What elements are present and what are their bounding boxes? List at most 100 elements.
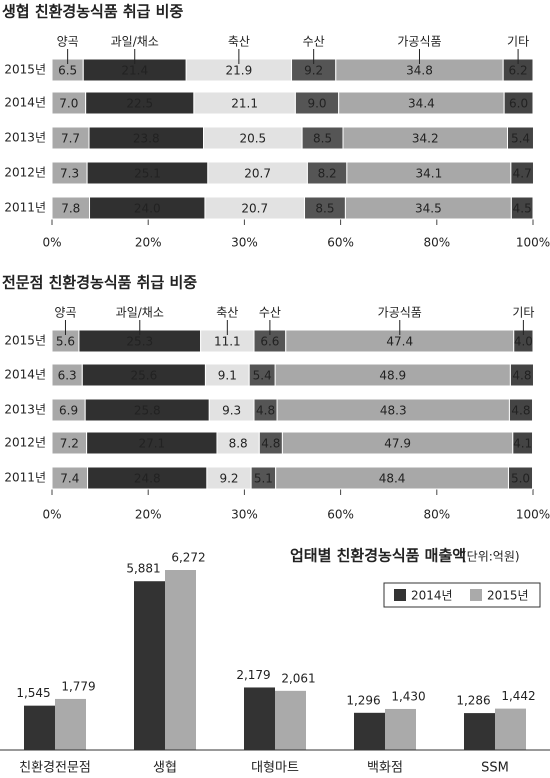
value-label: 20.7 — [241, 202, 268, 216]
value-label: 6.9 — [59, 404, 78, 418]
legend-label: 기타 — [507, 35, 529, 49]
value-label: 6.5 — [58, 64, 77, 78]
value-label: 22.5 — [126, 97, 153, 111]
legend-label: 수산 — [303, 35, 325, 49]
value-label: 1,545 — [16, 686, 50, 700]
y-tick-label: 2011년 — [4, 201, 46, 215]
value-label: 9.1 — [218, 369, 237, 383]
chart-subtitle: (단위:억원) — [462, 550, 520, 564]
x-tick-label: 20% — [135, 508, 162, 522]
x-tick-label: 생협 — [153, 761, 177, 776]
bar — [464, 713, 495, 750]
chart-title: 생협 친환경농식품 취급 비중 — [2, 3, 183, 21]
value-label: 7.4 — [60, 472, 79, 486]
bar-segment — [509, 363, 534, 387]
x-tick-label: 30% — [231, 508, 258, 522]
value-label: 47.9 — [384, 437, 411, 451]
value-label: 4.0 — [514, 335, 533, 349]
legend-label: 2014년 — [411, 589, 453, 603]
value-label: 4.1 — [513, 437, 532, 451]
legend-swatch — [394, 589, 406, 601]
x-tick-label: 대형마트 — [251, 761, 299, 776]
value-label: 5.1 — [254, 472, 273, 486]
value-label: 48.4 — [379, 472, 406, 486]
value-label: 24.8 — [134, 472, 161, 486]
value-label: 6,272 — [171, 551, 205, 565]
value-label: 25.8 — [134, 404, 161, 418]
legend-label: 기타 — [512, 306, 534, 320]
value-label: 20.7 — [244, 167, 271, 181]
x-tick-label: 80% — [423, 508, 450, 522]
value-label: 6.6 — [260, 335, 279, 349]
value-label: 7.7 — [61, 132, 80, 146]
value-label: 25.1 — [134, 167, 161, 181]
y-tick-label: 2015년 — [4, 63, 46, 77]
x-tick-label: 80% — [423, 236, 450, 250]
value-label: 8.8 — [229, 437, 248, 451]
legend-label: 축산 — [228, 35, 250, 49]
x-tick-label: 100% — [516, 508, 550, 522]
value-label: 7.3 — [60, 167, 79, 181]
value-label: 20.5 — [239, 132, 266, 146]
legend-label: 과일/채소 — [116, 306, 164, 320]
value-label: 24.0 — [134, 202, 161, 216]
value-label: 9.0 — [307, 97, 326, 111]
value-label: 7.8 — [61, 202, 80, 216]
bar — [354, 712, 385, 750]
bar-segment — [512, 431, 534, 455]
legend-label: 과일/채소 — [111, 35, 159, 49]
value-label: 7.2 — [60, 437, 79, 451]
bar — [55, 698, 86, 750]
value-label: 11.1 — [214, 335, 241, 349]
x-tick-label: 60% — [327, 236, 354, 250]
chart-title: 전문점 친환경농식품 취급 비중 — [2, 274, 197, 292]
value-label: 25.6 — [131, 369, 158, 383]
x-tick-label: 60% — [327, 508, 354, 522]
value-label: 34.1 — [416, 167, 443, 181]
bar — [165, 570, 196, 750]
value-label: 7.0 — [59, 97, 78, 111]
value-label: 9.2 — [219, 472, 238, 486]
value-label: 34.8 — [406, 64, 433, 78]
x-tick-label: 0% — [42, 508, 61, 522]
value-label: 8.5 — [315, 202, 334, 216]
value-label: 4.8 — [511, 404, 530, 418]
bar — [495, 708, 526, 750]
legend-label: 수산 — [259, 306, 281, 320]
bar-segment — [510, 161, 534, 185]
value-label: 5.0 — [511, 472, 530, 486]
chart-title: 업태별 친환경농식품 매출액 — [290, 547, 466, 565]
value-label: 21.1 — [231, 97, 258, 111]
value-label: 21.4 — [121, 64, 148, 78]
value-label: 2,179 — [236, 668, 270, 682]
value-label: 4.8 — [261, 437, 280, 451]
legend-label: 가공식품 — [397, 35, 441, 49]
legend-swatch — [470, 589, 482, 601]
value-label: 5.4 — [511, 132, 530, 146]
x-tick-label: 0% — [42, 236, 61, 250]
x-tick-label: 100% — [516, 236, 550, 250]
value-label: 4.5 — [513, 202, 532, 216]
value-label: 23.8 — [133, 132, 160, 146]
value-label: 4.8 — [256, 404, 275, 418]
value-label: 47.4 — [386, 335, 413, 349]
y-tick-label: 2012년 — [4, 436, 46, 450]
legend-label: 양곡 — [54, 306, 76, 320]
value-label: 1,779 — [61, 679, 95, 693]
value-label: 1,430 — [391, 689, 425, 703]
legend-label: 축산 — [216, 306, 238, 320]
x-tick-label: SSM — [481, 761, 509, 776]
value-label: 9.3 — [222, 404, 241, 418]
y-tick-label: 2011년 — [4, 471, 46, 485]
bar — [244, 687, 275, 750]
legend-label: 양곡 — [57, 35, 79, 49]
bar-segment — [503, 91, 534, 115]
value-label: 34.2 — [412, 132, 439, 146]
y-tick-label: 2013년 — [4, 131, 46, 145]
y-tick-label: 2014년 — [4, 368, 46, 382]
value-label: 5.6 — [56, 335, 75, 349]
value-label: 6.0 — [509, 97, 528, 111]
x-tick-label: 30% — [231, 236, 258, 250]
bar — [134, 581, 165, 750]
